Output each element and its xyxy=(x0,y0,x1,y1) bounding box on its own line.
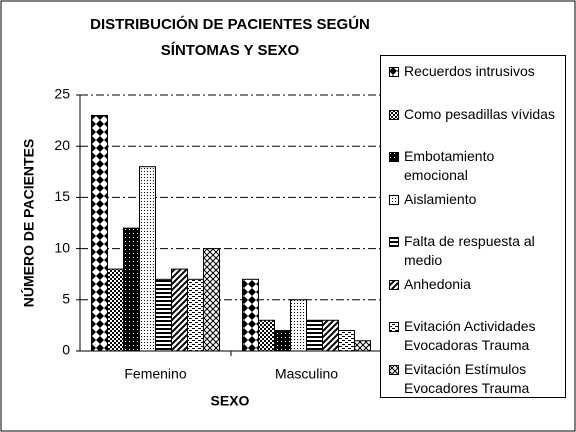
legend-label: Falta de respuesta al medio xyxy=(404,233,535,268)
bar xyxy=(123,227,140,352)
bar xyxy=(155,278,172,352)
legend-item: Recuerdos intrusivos xyxy=(389,62,561,105)
legend-label: Como pesadillas vívidas xyxy=(404,105,555,122)
legend-swatch-box xyxy=(389,109,399,120)
legend-item: Falta de respuesta al medio xyxy=(389,232,561,275)
bar xyxy=(306,319,323,352)
bar xyxy=(139,166,156,352)
y-tick-label: 25 xyxy=(54,86,70,102)
bar xyxy=(258,319,275,352)
x-axis-title: SEXO xyxy=(211,393,250,409)
y-tick-label: 15 xyxy=(54,188,70,204)
bar xyxy=(338,330,355,352)
bar xyxy=(274,330,291,352)
legend-swatch-box xyxy=(389,279,399,290)
legend-item: Anhedonia xyxy=(389,275,561,318)
legend-swatch-box xyxy=(389,237,399,247)
y-axis-title: NÚMERO DE PACIENTES xyxy=(20,139,37,308)
legend-swatch xyxy=(389,237,399,247)
legend-swatch xyxy=(389,364,399,375)
legend-swatch xyxy=(389,194,399,205)
legend-swatch-box xyxy=(389,364,399,375)
legend-item: Aislamiento xyxy=(389,190,561,233)
legend-label: Embotamiento emocional xyxy=(404,148,495,183)
legend-label: Evitación Actividades Evocadoras Trauma xyxy=(404,318,536,353)
bar xyxy=(107,268,124,352)
y-tick-label: 20 xyxy=(54,137,70,153)
legend-item: Evitación Estímulos Evocadores Trauma xyxy=(389,360,561,403)
x-tick-label: Femenino xyxy=(124,366,186,382)
legend-swatch xyxy=(389,152,399,162)
legend-swatch xyxy=(389,109,399,120)
legend-item: Embotamiento emocional xyxy=(389,147,561,190)
bar xyxy=(187,278,204,352)
y-tick-label: 0 xyxy=(62,342,70,358)
legend-swatch-box xyxy=(389,67,399,77)
bar xyxy=(290,299,307,352)
y-tick-label: 10 xyxy=(54,239,70,255)
legend-swatch xyxy=(389,67,399,77)
legend-item: Evitación Actividades Evocadoras Trauma xyxy=(389,317,561,360)
chart-title: DISTRIBUCIÓN DE PACIENTES SEGÚN SÍNTOMAS… xyxy=(90,16,370,59)
legend-label: Aislamiento xyxy=(404,190,477,207)
legend: Recuerdos intrusivos Como pesadillas vívi… xyxy=(380,55,566,398)
legend-swatch xyxy=(389,322,399,332)
bar xyxy=(322,319,339,352)
legend-swatch-box xyxy=(389,322,399,332)
bar xyxy=(242,278,259,352)
bar xyxy=(91,114,108,352)
legend-swatch-box xyxy=(389,194,399,205)
bar xyxy=(203,248,220,352)
bar xyxy=(171,268,188,352)
legend-swatch-box xyxy=(389,152,399,162)
legend-item: Como pesadillas vívidas xyxy=(389,105,561,148)
legend-label: Recuerdos intrusivos xyxy=(404,63,535,79)
legend-swatch xyxy=(389,279,399,290)
legend-label: Anhedonia xyxy=(404,275,471,292)
legend-label: Evitación Estímulos Evocadores Trauma xyxy=(404,360,530,396)
y-tick-label: 5 xyxy=(62,291,70,307)
bar xyxy=(354,340,371,352)
x-tick-label: Masculino xyxy=(275,366,338,382)
